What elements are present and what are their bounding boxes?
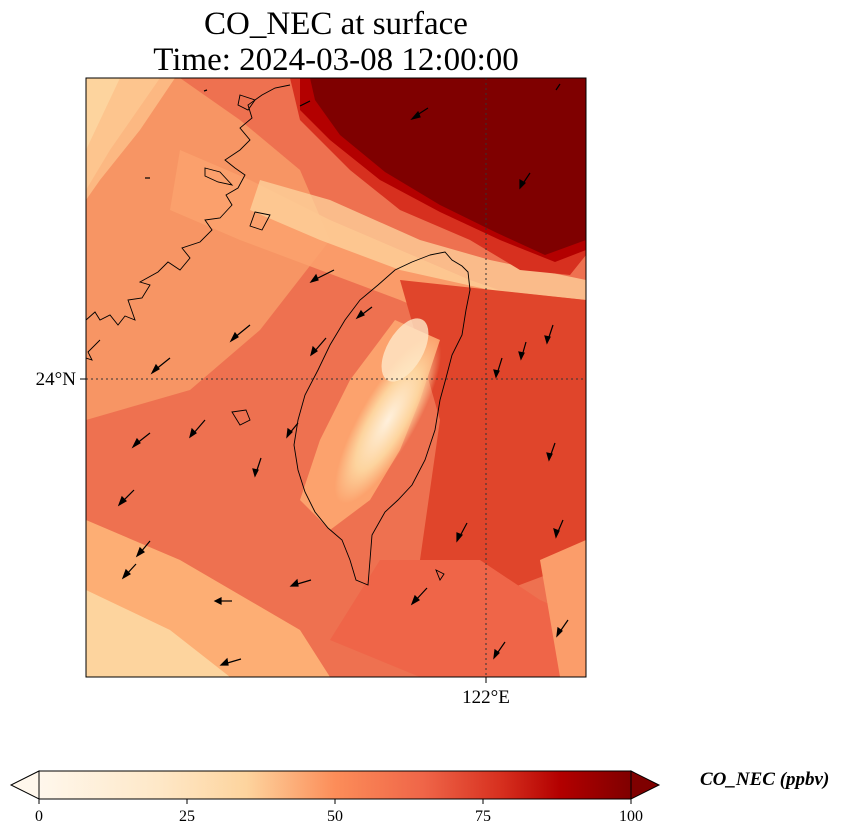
wind-vector [203,89,208,92]
map-frame [85,77,587,678]
colorbar-label: CO_NEC (ppbv) [700,769,830,790]
wind-vector [310,337,327,357]
coastlines [86,84,471,586]
wind-vector [544,324,554,345]
wind-vector [213,597,232,605]
wind-vector [229,324,251,343]
wind-vector [219,657,242,666]
wind-vector [518,341,527,361]
wind-vector [519,172,531,190]
wind-vector [135,540,151,558]
wind-vector [556,619,569,638]
wind-vector [546,442,556,462]
colorbar-extend-min [9,770,40,800]
wind-vector [355,306,373,320]
wind-vector [493,641,506,660]
colorbar-bar [39,771,631,799]
wind-vector [121,563,137,580]
wind-vector [252,457,262,478]
wind-vector [410,587,428,606]
wind-vector [555,83,561,91]
concentration-field [86,78,586,677]
wind-vector [493,357,503,379]
wind-vector [553,519,564,539]
colorbar-tick-label: 50 [327,808,343,825]
wind-vector [456,522,468,543]
wind-vector [286,422,299,439]
colorbar-extend-max [630,770,661,800]
wind-vector [117,489,135,507]
gridlines [86,78,586,677]
colorbar-tick-label: 100 [619,808,643,825]
fujian-coastline [86,84,291,326]
colorbar: 0 25 50 75 100 [9,770,661,825]
taiwan-coastline [293,251,471,586]
wind-vector [299,100,311,107]
map-title-line1: CO_NEC at surface [204,6,468,42]
lat-label: 24°N [36,369,77,390]
colorbar-tick-label: 0 [35,808,43,825]
wind-vector [289,578,312,587]
colorbar-tick-label: 25 [179,808,195,825]
wind-vectors [117,83,569,666]
wind-vector [150,357,171,375]
wind-vector [410,107,429,121]
wind-vector [131,432,151,449]
wind-vector [189,419,206,439]
wind-vector [309,269,335,284]
lon-label: 122°E [462,687,510,708]
map-title-line2: Time: 2024-03-08 12:00:00 [153,42,519,78]
colorbar-tick-label: 75 [475,808,491,825]
